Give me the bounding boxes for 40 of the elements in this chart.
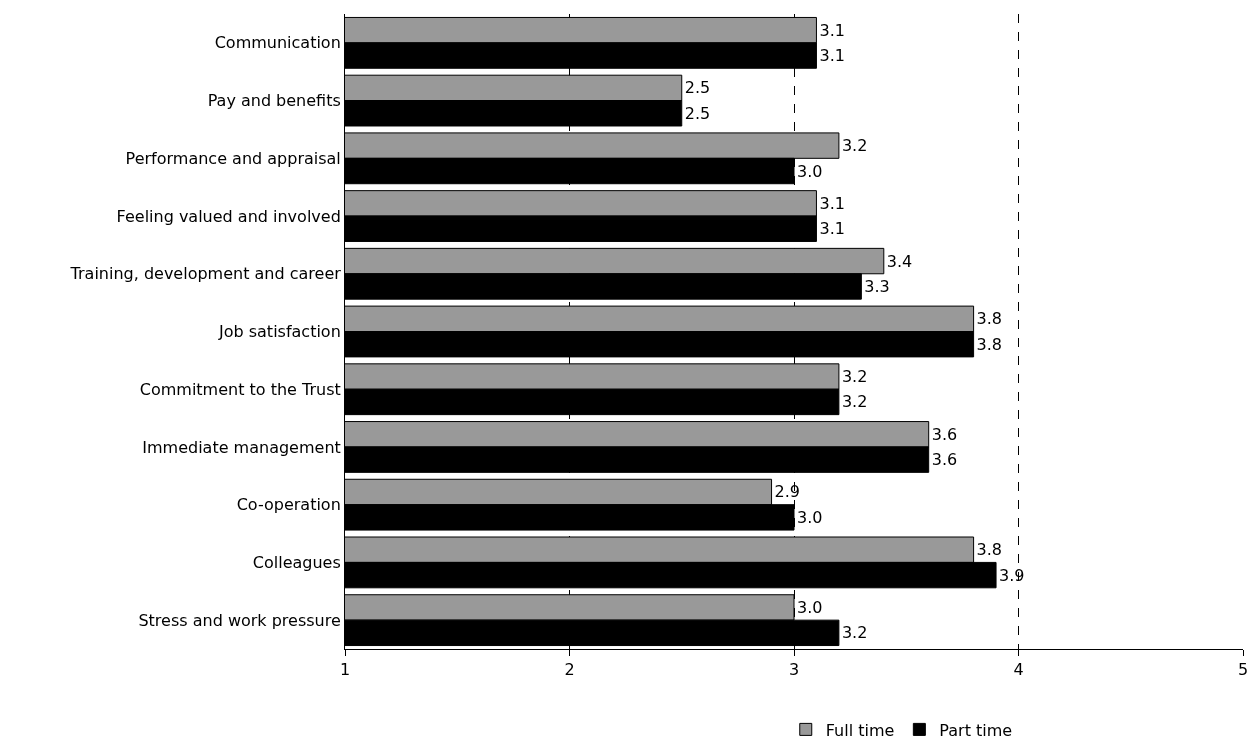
y-tick-label: Job satisfaction xyxy=(217,322,341,342)
data-label: 3.3 xyxy=(864,276,890,296)
data-label: 3.1 xyxy=(819,46,845,66)
y-tick-label: Commitment to the Trust xyxy=(139,379,341,399)
data-label: 3.1 xyxy=(819,20,845,40)
data-label: 3.8 xyxy=(976,540,1003,560)
legend-label: Part time xyxy=(939,720,1013,740)
y-tick-label: Performance and appraisal xyxy=(125,148,341,168)
data-label: 3.0 xyxy=(797,507,823,527)
data-label: 3.6 xyxy=(931,424,958,444)
data-label: 3.1 xyxy=(819,193,845,213)
y-tick-label: Stress and work pressure xyxy=(138,610,341,630)
y-tick-label: Co-operation xyxy=(236,495,341,515)
x-tick-label: 3 xyxy=(788,660,800,680)
data-label: 3.8 xyxy=(976,309,1003,329)
x-tick-label: 5 xyxy=(1237,660,1249,680)
data-label: 3.4 xyxy=(886,251,913,271)
data-label: 3.6 xyxy=(931,450,958,470)
data-label: 3.1 xyxy=(819,219,845,239)
data-label: 3.2 xyxy=(841,623,868,643)
data-label: 2.5 xyxy=(684,103,711,123)
y-tick-label: Immediate management xyxy=(142,437,341,457)
data-label: 3.8 xyxy=(976,334,1003,354)
x-tick-label: 2 xyxy=(564,660,575,680)
y-tick-label: Communication xyxy=(214,33,341,53)
y-tick-label: Feeling valued and involved xyxy=(116,206,341,226)
data-label: 2.9 xyxy=(774,482,800,502)
data-label: 2.5 xyxy=(684,78,711,98)
data-label: 3.2 xyxy=(841,136,868,156)
data-label: 3.2 xyxy=(841,367,868,387)
data-label: 3.2 xyxy=(841,392,868,412)
data-label: 3.0 xyxy=(797,161,823,181)
data-label: 3.9 xyxy=(999,565,1025,585)
y-tick-label: Pay and benefits xyxy=(207,91,341,111)
x-tick-label: 4 xyxy=(1013,660,1024,680)
y-tick-label: Training, development and career xyxy=(69,264,342,284)
data-label: 3.0 xyxy=(797,597,823,617)
y-tick-label: Colleagues xyxy=(252,553,341,573)
x-tick-label: 1 xyxy=(339,660,351,680)
legend-label: Full time xyxy=(825,720,895,740)
